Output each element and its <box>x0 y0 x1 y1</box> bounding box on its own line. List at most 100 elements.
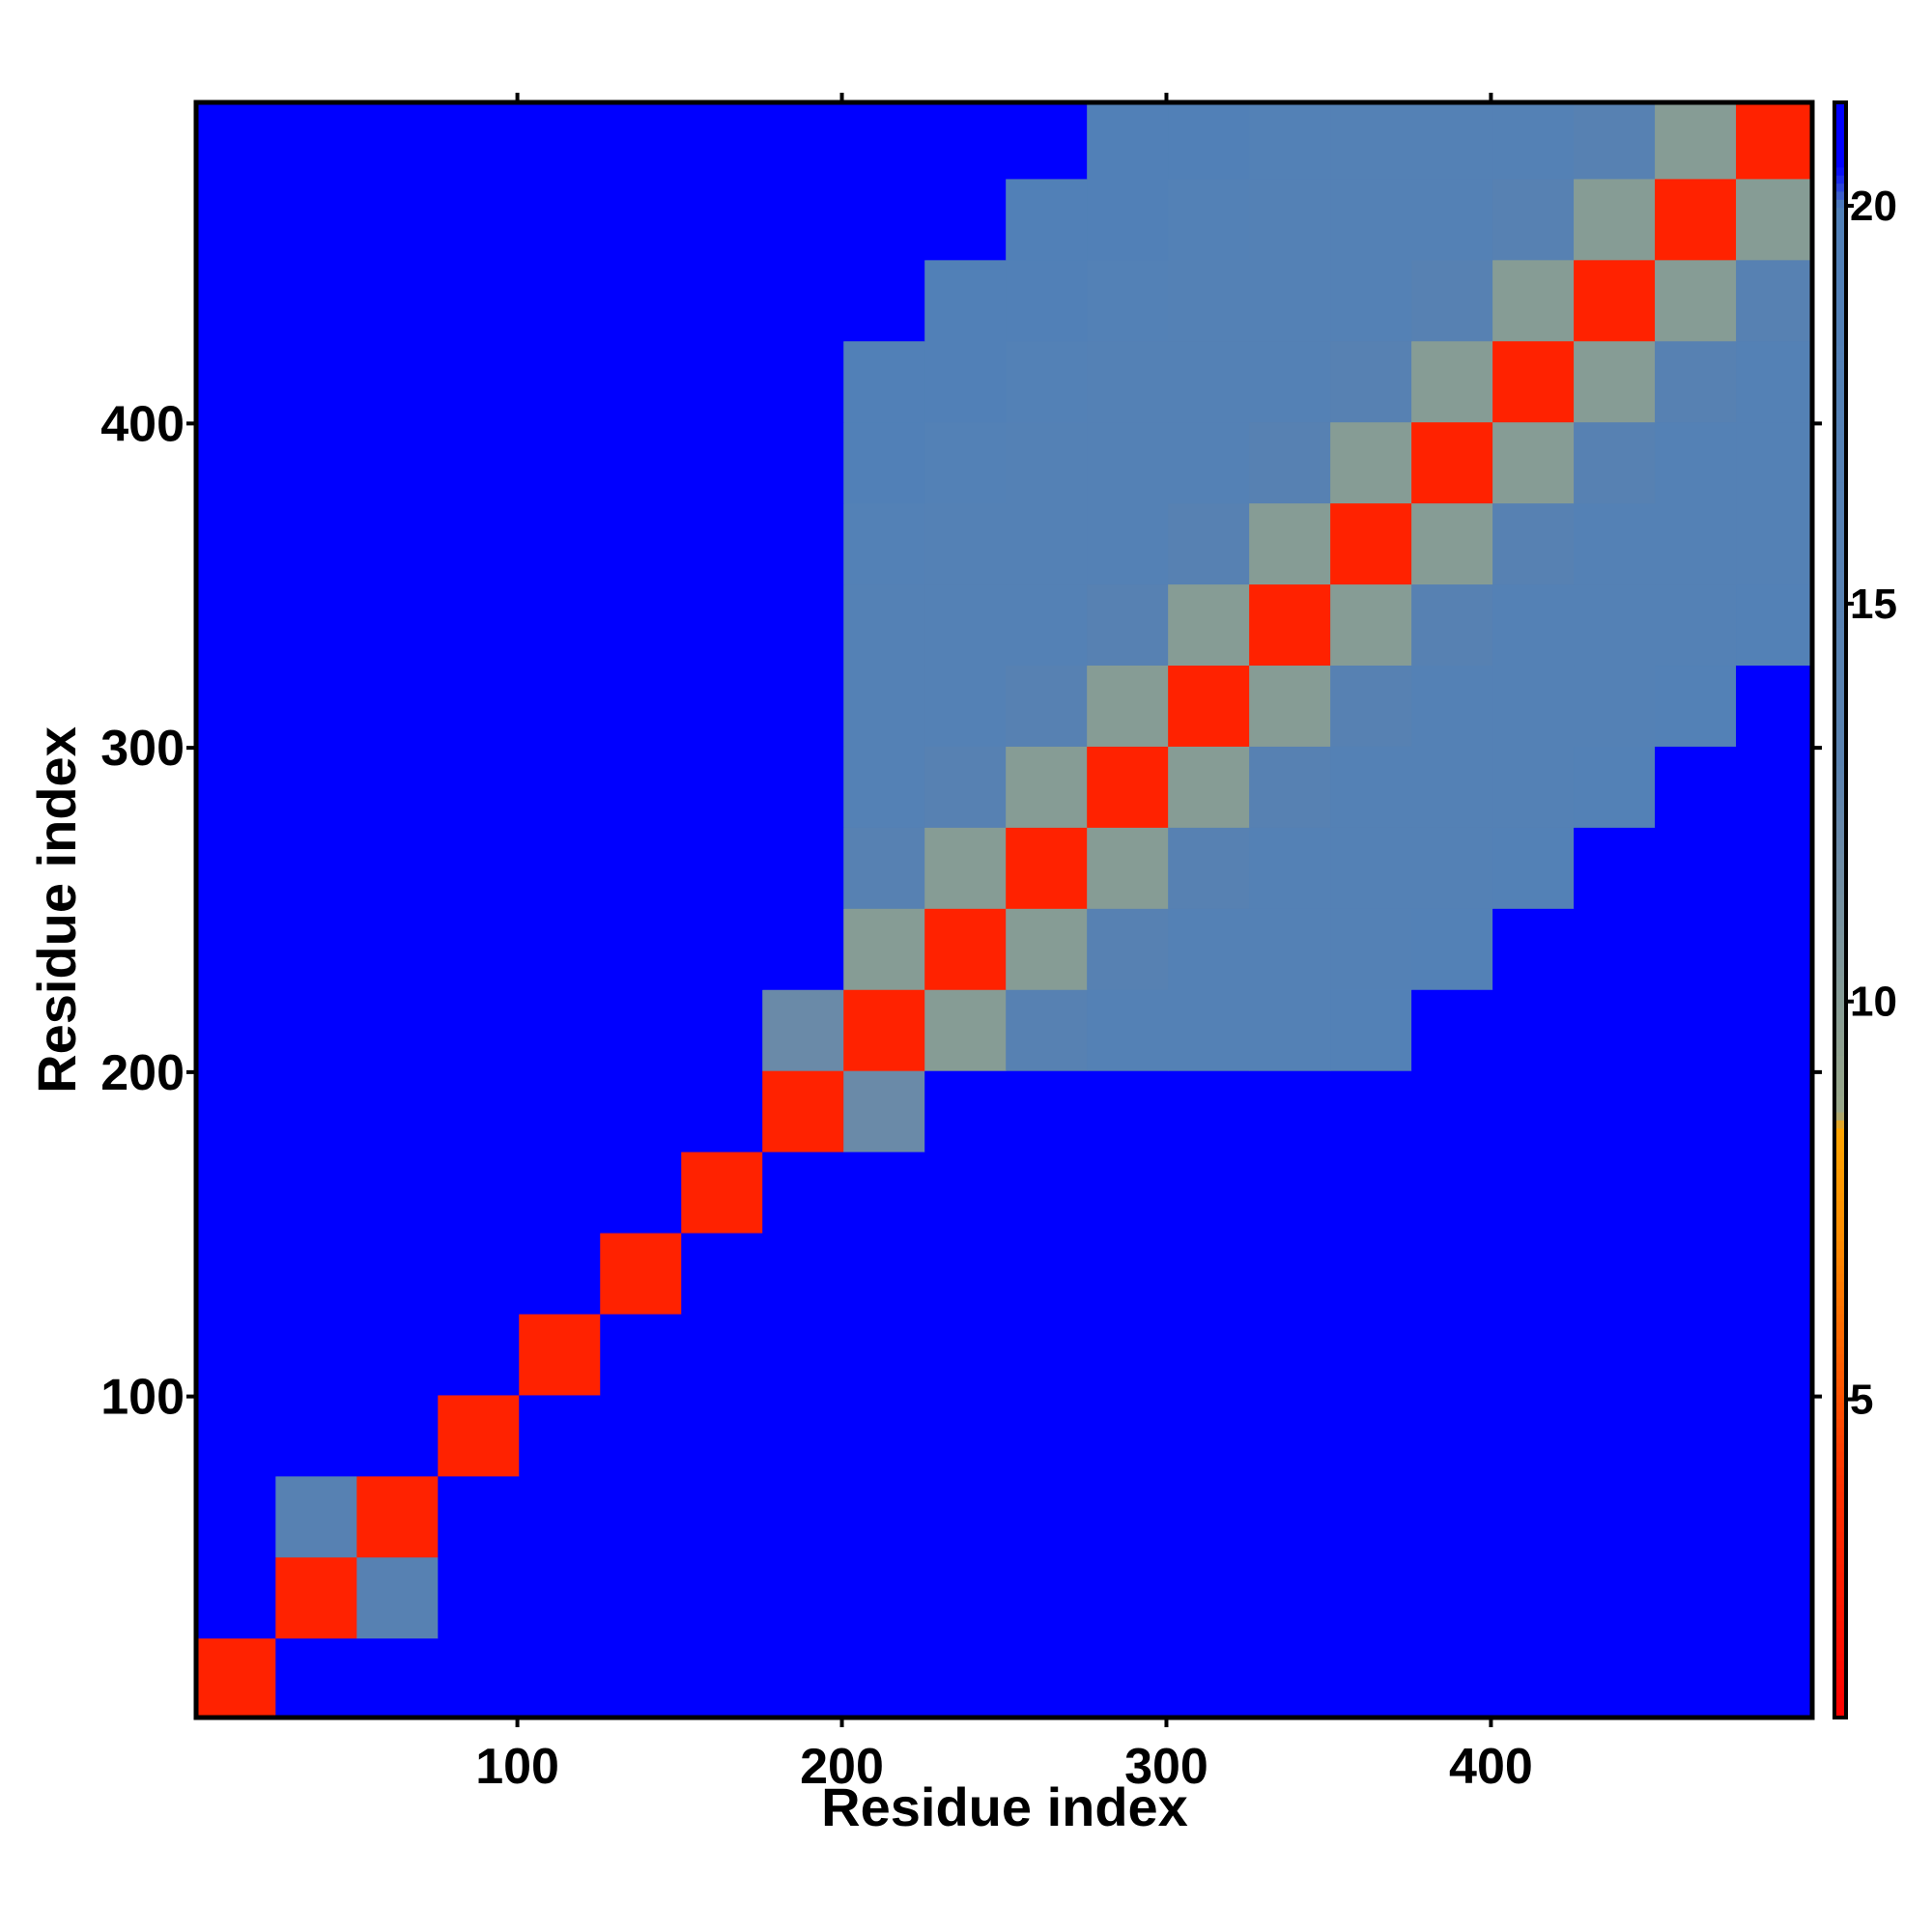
heatmap-cell <box>1087 1556 1169 1639</box>
heatmap-cell <box>600 827 682 909</box>
heatmap-cell <box>1330 1314 1412 1396</box>
colorbar-segment <box>1834 127 1846 135</box>
heatmap-cell <box>275 259 357 342</box>
heatmap-cell <box>1492 102 1575 180</box>
heatmap-cell <box>924 665 1007 747</box>
colorbar-segment <box>1834 1314 1846 1322</box>
heatmap-cell <box>1087 178 1169 261</box>
heatmap-cell <box>275 178 357 261</box>
heatmap-cell <box>681 1233 763 1315</box>
colorbar-segment <box>1834 377 1846 386</box>
heatmap-cell <box>1006 583 1088 667</box>
y-tick-label: 200 <box>100 1045 185 1101</box>
heatmap-cell <box>1411 1233 1493 1315</box>
colorbar-segment <box>1834 110 1846 120</box>
heatmap-cell <box>1330 827 1412 909</box>
heatmap-cell <box>1492 827 1575 909</box>
heatmap-cell <box>275 583 357 667</box>
heatmap-cell <box>1168 421 1250 504</box>
heatmap-cell <box>1492 1314 1575 1396</box>
colorbar-segment <box>1834 942 1846 952</box>
heatmap-cell <box>275 827 357 909</box>
heatmap-cell <box>1492 1070 1575 1152</box>
colorbar-segment <box>1834 1192 1846 1202</box>
heatmap-cell <box>1168 1233 1250 1315</box>
colorbar-segment <box>1834 869 1846 879</box>
heatmap-cell <box>1492 1151 1575 1234</box>
colorbar-segment <box>1834 1047 1846 1056</box>
colorbar-segment <box>1834 425 1846 435</box>
heatmap-cell <box>1655 1475 1737 1558</box>
colorbar-segment <box>1834 1281 1846 1291</box>
heatmap-cell <box>356 908 439 990</box>
heatmap-cell <box>843 502 925 585</box>
heatmap-cell <box>1655 1070 1737 1152</box>
heatmap-cell <box>1574 1637 1656 1718</box>
heatmap-cell <box>1736 340 1812 423</box>
heatmap-cell <box>843 340 925 423</box>
colorbar-segment <box>1834 845 1846 854</box>
heatmap-cell <box>1411 583 1493 667</box>
heatmap-cell <box>762 259 844 342</box>
heatmap-cell <box>1492 178 1575 261</box>
heatmap-cell <box>1249 421 1331 504</box>
heatmap-cell <box>843 1233 925 1315</box>
heatmap-cell <box>924 1475 1007 1558</box>
heatmap-cell <box>1006 1314 1088 1396</box>
heatmap-cell <box>519 665 601 747</box>
heatmap-cell <box>1330 1151 1412 1234</box>
heatmap-cell <box>762 421 844 504</box>
heatmap-cell <box>600 989 682 1071</box>
colorbar-segment <box>1834 481 1846 491</box>
heatmap-cell <box>1087 989 1169 1071</box>
heatmap-cell <box>843 989 925 1071</box>
heatmap-cell <box>600 1233 682 1315</box>
heatmap-cell <box>1087 1637 1169 1718</box>
colorbar-segment <box>1834 1329 1846 1339</box>
colorbar-segment <box>1834 1386 1846 1396</box>
y-axis-label: Residue index <box>26 726 87 1094</box>
y-tick-label: 400 <box>100 396 185 452</box>
colorbar-segment <box>1834 925 1846 935</box>
heatmap-cell <box>438 1233 520 1315</box>
colorbar-segment <box>1834 497 1846 507</box>
heatmap-cell <box>1411 102 1493 180</box>
heatmap-cell <box>275 1314 357 1396</box>
colorbar-segment <box>1834 748 1846 757</box>
heatmap-cell <box>356 989 439 1071</box>
heatmap-cell <box>600 1151 682 1234</box>
heatmap-cell <box>519 1475 601 1558</box>
colorbar-segment <box>1834 950 1846 959</box>
heatmap-cell <box>681 421 763 504</box>
heatmap-cell <box>1411 421 1493 504</box>
heatmap-cell <box>1655 827 1737 909</box>
heatmap-cell <box>1330 259 1412 342</box>
colorbar-segment <box>1834 1604 1846 1613</box>
colorbar-segment <box>1834 296 1846 305</box>
heatmap-cell <box>519 908 601 990</box>
heatmap-cell <box>196 102 276 180</box>
heatmap-cell <box>275 340 357 423</box>
heatmap-cell <box>681 1151 763 1234</box>
colorbar-segment <box>1834 966 1846 976</box>
heatmap-cell <box>681 102 763 180</box>
heatmap-cell <box>1411 827 1493 909</box>
heatmap-cell <box>681 746 763 828</box>
heatmap-cell <box>1574 259 1656 342</box>
colorbar-segment <box>1834 1038 1846 1048</box>
colorbar-segment <box>1834 473 1846 483</box>
colorbar-segment <box>1834 1353 1846 1363</box>
heatmap-cell <box>1574 989 1656 1071</box>
heatmap-cell <box>1006 502 1088 585</box>
heatmap-cell <box>1087 1070 1169 1152</box>
heatmap-cell <box>1411 340 1493 423</box>
heatmap-cell <box>356 1637 439 1718</box>
heatmap-cell <box>196 1314 276 1396</box>
colorbar-segment <box>1834 417 1846 426</box>
heatmap-cell <box>681 1637 763 1718</box>
colorbar-segment <box>1834 1442 1846 1452</box>
heatmap-cell <box>1168 1070 1250 1152</box>
colorbar-segment <box>1834 1216 1846 1226</box>
heatmap-cell <box>1249 1394 1331 1477</box>
heatmap-cell <box>1168 1637 1250 1718</box>
